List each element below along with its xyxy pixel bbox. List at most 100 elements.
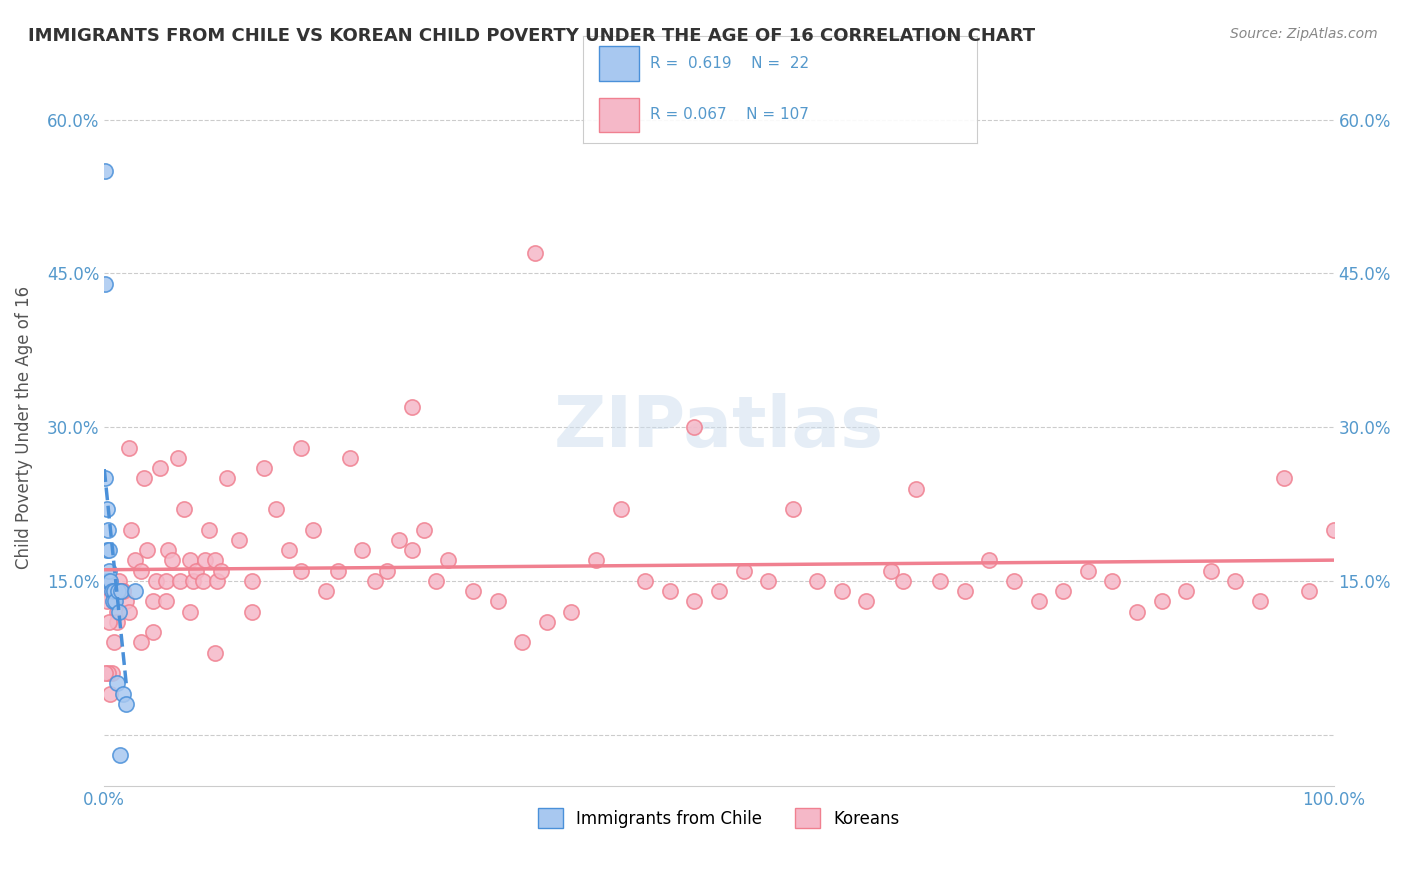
Point (104, 594, 127, 608)
Point (425, 574, 447, 588)
Point (129, 564, 152, 578)
Point (733, 564, 755, 578)
Point (155, 594, 177, 608)
Point (108, 605, 131, 619)
Point (240, 574, 263, 588)
Y-axis label: Child Poverty Under the Age of 16: Child Poverty Under the Age of 16 (15, 285, 32, 569)
Point (118, 605, 141, 619)
Point (108, 574, 131, 588)
Point (253, 461, 276, 475)
Point (136, 543, 159, 558)
Point (179, 605, 201, 619)
Point (110, 747, 132, 762)
Point (148, 461, 170, 475)
Point (1298, 584, 1320, 599)
Point (96, 502, 118, 516)
Point (1052, 584, 1074, 599)
Point (831, 584, 853, 599)
Text: ZIPatlas: ZIPatlas (554, 392, 884, 462)
Point (100, 666, 122, 681)
Point (207, 574, 229, 588)
Point (157, 543, 180, 558)
Point (1028, 594, 1050, 608)
Point (197, 523, 219, 537)
Point (1150, 594, 1173, 608)
Point (204, 646, 226, 660)
Point (97, 523, 120, 537)
Point (124, 584, 146, 599)
Point (461, 584, 484, 599)
Point (179, 553, 201, 567)
Text: IMMIGRANTS FROM CHILE VS KOREAN CHILD POVERTY UNDER THE AGE OF 16 CORRELATION CH: IMMIGRANTS FROM CHILE VS KOREAN CHILD PO… (28, 27, 1035, 45)
Point (266, 502, 288, 516)
Point (880, 564, 903, 578)
Point (412, 523, 434, 537)
Point (98, 564, 121, 578)
Point (110, 584, 132, 599)
Point (100, 584, 122, 599)
Point (186, 564, 208, 578)
Point (315, 584, 337, 599)
Point (107, 584, 129, 599)
Point (160, 553, 183, 567)
Point (352, 543, 374, 558)
Point (1323, 523, 1346, 537)
Point (437, 553, 460, 567)
Point (124, 553, 146, 567)
Point (782, 502, 804, 516)
Point (115, 594, 138, 608)
Point (111, 584, 134, 599)
Point (169, 574, 191, 588)
Point (536, 615, 558, 629)
Point (904, 482, 927, 496)
Bar (599, 46, 638, 80)
Point (100, 687, 122, 701)
Point (120, 523, 142, 537)
Point (194, 553, 217, 567)
Point (118, 441, 141, 455)
Point (145, 574, 167, 588)
Text: R = 0.067    N = 107: R = 0.067 N = 107 (651, 107, 810, 122)
Point (1249, 594, 1271, 608)
Text: R =  0.619    N =  22: R = 0.619 N = 22 (651, 56, 810, 71)
Point (388, 533, 411, 547)
Point (111, 687, 134, 701)
Point (1101, 574, 1123, 588)
Point (97, 666, 120, 681)
Point (401, 543, 423, 558)
Bar (599, 98, 638, 132)
Point (364, 574, 387, 588)
Point (510, 635, 533, 649)
Point (756, 574, 779, 588)
Point (94, 164, 117, 178)
Point (204, 553, 226, 567)
Point (929, 574, 952, 588)
Point (98, 615, 121, 629)
Point (1225, 574, 1247, 588)
Point (94, 471, 117, 485)
Point (103, 635, 125, 649)
Point (290, 564, 312, 578)
Point (155, 574, 177, 588)
Legend: Immigrants from Chile, Koreans: Immigrants from Chile, Koreans (531, 801, 907, 835)
Text: Source: ZipAtlas.com: Source: ZipAtlas.com (1230, 27, 1378, 41)
Point (585, 553, 607, 567)
Point (806, 574, 828, 588)
Point (683, 420, 706, 434)
Point (302, 523, 325, 537)
Point (401, 400, 423, 414)
Point (98, 543, 121, 558)
Point (96, 543, 118, 558)
Point (191, 574, 214, 588)
Point (101, 594, 124, 608)
Point (94, 666, 117, 681)
Point (173, 502, 195, 516)
Point (101, 594, 124, 608)
Point (683, 594, 706, 608)
Point (560, 605, 582, 619)
Point (240, 605, 263, 619)
Point (105, 605, 128, 619)
Point (217, 471, 239, 485)
Point (523, 246, 546, 260)
Point (1126, 605, 1149, 619)
